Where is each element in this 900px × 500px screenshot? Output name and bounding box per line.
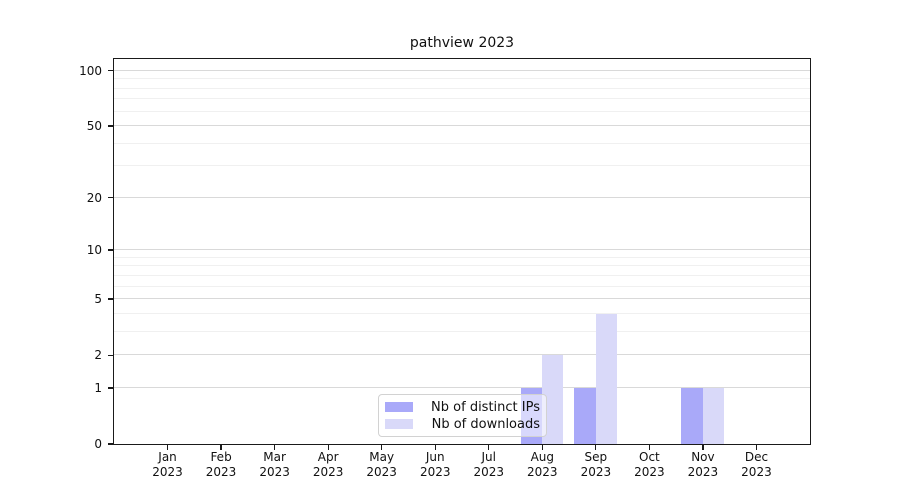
x-tick-label: Aug 2023 — [527, 450, 558, 479]
x-tick — [648, 445, 650, 450]
x-tick-label: Jan 2023 — [152, 450, 183, 479]
y-tick — [108, 443, 113, 445]
x-tick — [755, 445, 758, 450]
y-tick-label: 20 — [86, 190, 102, 205]
y-tick-label: 2 — [94, 348, 102, 363]
legend-item-downloads: Nb of downloads — [385, 416, 540, 433]
gridline-major — [113, 125, 810, 127]
x-tick — [166, 445, 169, 450]
gridline-minor — [113, 331, 810, 333]
x-tick-label: Oct 2023 — [634, 450, 665, 479]
y-tick — [108, 70, 113, 72]
gridline-minor — [113, 275, 810, 276]
gridline-minor — [113, 142, 810, 144]
gridline-major — [113, 69, 810, 71]
y-tick-label: 5 — [94, 292, 102, 307]
y-tick — [108, 197, 113, 199]
legend-label-downloads: Nb of downloads — [431, 416, 540, 432]
gridline-minor — [113, 98, 810, 100]
x-tick — [488, 445, 490, 450]
y-tick-label: 0 — [94, 437, 102, 451]
bar-nov-downloads — [702, 387, 725, 444]
gridline-major — [113, 196, 810, 198]
x-tick — [327, 445, 329, 450]
y-tick — [108, 298, 113, 300]
gridline-minor — [113, 265, 810, 267]
x-tick — [220, 445, 222, 450]
x-tick-label: Jul 2023 — [473, 450, 505, 479]
gridline-minor — [113, 110, 810, 112]
legend-swatch-downloads — [385, 419, 413, 429]
x-tick — [702, 445, 704, 450]
x-tick — [434, 445, 436, 450]
y-tick — [108, 125, 113, 127]
y-tick-label: 50 — [86, 118, 102, 133]
x-tick — [595, 445, 597, 450]
y-tick-label: 1 — [94, 380, 102, 395]
gridline-minor — [113, 285, 810, 287]
legend: Nb of distinct IPs Nb of downloads — [378, 393, 547, 437]
plot-area — [112, 58, 811, 445]
bar-sep-distinct-ips — [574, 387, 596, 444]
gridline-minor — [113, 313, 810, 315]
x-tick-label: Mar 2023 — [259, 450, 290, 479]
x-tick-label: May 2023 — [366, 450, 397, 479]
x-tick — [381, 445, 383, 450]
chart-title: pathview 2023 — [409, 35, 515, 51]
x-tick-label: Feb 2023 — [205, 450, 237, 479]
gridline-minor — [113, 87, 810, 89]
bar-aug-downloads — [541, 354, 564, 444]
y-tick — [108, 387, 113, 389]
x-tick-label: Apr 2023 — [312, 450, 344, 479]
gridline-major — [113, 249, 810, 251]
bar-sep-downloads — [595, 313, 617, 444]
y-tick — [108, 354, 113, 356]
gridline-minor — [113, 78, 810, 80]
legend-item-distinct-ips: Nb of distinct IPs — [385, 399, 540, 416]
gridline-minor — [113, 165, 810, 167]
x-tick-label: Nov 2023 — [687, 450, 719, 479]
y-tick-label: 10 — [86, 243, 102, 258]
gridline-major — [113, 354, 810, 356]
x-tick-label: Jun 2023 — [419, 450, 451, 479]
bar-nov-distinct-ips — [681, 387, 703, 444]
y-tick-label: 100 — [79, 63, 102, 78]
legend-swatch-distinct-ips — [385, 402, 413, 412]
y-tick — [108, 249, 113, 251]
legend-label-distinct-ips: Nb of distinct IPs — [431, 399, 540, 415]
gridline-major — [113, 387, 810, 389]
x-tick-label: Dec 2023 — [741, 450, 772, 479]
x-tick — [541, 445, 543, 450]
x-tick — [274, 445, 276, 450]
x-tick-label: Sep 2023 — [580, 450, 612, 479]
gridline-major — [113, 298, 810, 300]
gridline-minor — [113, 256, 810, 258]
